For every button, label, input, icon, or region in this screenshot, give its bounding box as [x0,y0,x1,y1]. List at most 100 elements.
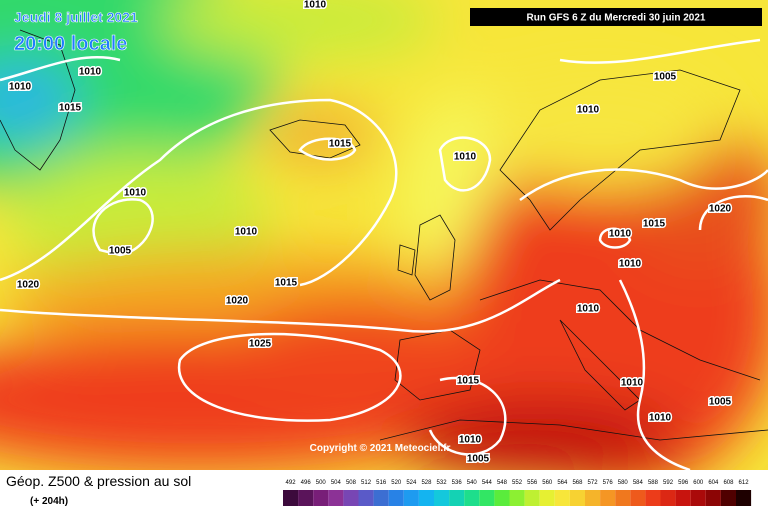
isobar-label: 1015 [457,376,480,387]
legend-swatch [736,490,752,506]
legend-swatch [434,490,450,506]
isobar-label: 1015 [329,139,352,150]
isobar-label: 1010 [235,227,258,238]
isobar-label: 1010 [9,82,32,93]
legend-label: 492 [286,480,297,486]
legend-swatch [509,490,525,506]
legend-label: 592 [663,480,674,486]
isobar-label: 1010 [621,378,644,389]
coastlines [0,29,768,441]
legend-label: 512 [361,480,372,486]
legend-label: 520 [391,480,402,486]
isobar-label: 1005 [709,397,732,408]
isobar-label: 1015 [275,278,298,289]
height-field [0,0,768,470]
legend-label: 568 [572,480,583,486]
legend-label: 556 [527,480,538,486]
isobars [0,38,768,470]
legend-swatch [705,490,721,506]
legend-label: 608 [723,480,734,486]
legend-swatch [690,490,706,506]
isobar-label: 1010 [304,0,327,11]
isobar-label: 1010 [577,105,600,116]
legend-swatch [283,490,299,506]
legend-swatch [585,490,601,506]
legend-label: 516 [376,480,387,486]
legend-label: 500 [316,480,327,486]
legend-swatch [615,490,631,506]
isobar-label: 1020 [226,296,249,307]
legend-swatch [524,490,540,506]
legend-label: 604 [708,480,719,486]
legend-label: 532 [437,480,448,486]
run-box [470,8,762,26]
isobar-labels: 1010 1010 1010 1015 1005 1010 1015 1010 … [7,0,733,466]
legend-swatch [403,490,419,506]
legend-swatch [494,490,510,506]
legend-swatch [449,490,465,506]
legend-label: 528 [421,480,432,486]
legend-swatch [630,490,646,506]
legend-label: 584 [633,480,644,486]
run-info: Run GFS 6 Z du Mercredi 30 juin 2021 [527,13,706,24]
legend-swatch [343,490,359,506]
isobar-label: 1015 [59,103,82,114]
isobar-label: 1010 [649,413,672,424]
legend-label: 540 [467,480,478,486]
isobar-label: 1020 [709,204,732,215]
isobar-label: 1005 [109,246,132,257]
legend-label: 496 [301,480,312,486]
isobar-label: 1010 [459,435,482,446]
isobar-label: 1015 [643,219,666,230]
legend-label: 596 [678,480,689,486]
legend-label: 504 [331,480,342,486]
legend-swatch [720,490,736,506]
legend-swatch [464,490,480,506]
isobar-label: 1010 [79,67,102,78]
legend-swatch [569,490,585,506]
legend-label: 576 [603,480,614,486]
legend-swatch [418,490,434,506]
legend-swatch [313,490,329,506]
isobar-label: 1020 [17,280,40,291]
legend-label: 572 [588,480,599,486]
legend-label: 524 [406,480,417,486]
isobar-label: 1010 [609,229,632,240]
legend-label: 612 [739,480,750,486]
isobar-label: 1010 [619,259,642,270]
valid-time: 20:00 locale [14,33,127,55]
footer: Géop. Z500 & pression au sol (+ 204h) 49… [6,473,752,507]
isobar-label: 1010 [577,304,600,315]
legend-label: 600 [693,480,704,486]
forecast-map: 1010 1010 1010 1015 1005 1010 1015 1010 … [0,0,768,470]
legend-label: 552 [512,480,523,486]
isobar-label: 1005 [654,72,677,83]
legend-swatch [388,490,404,506]
legend-swatch [645,490,661,506]
valid-date: Jeudi 8 juillet 2021 [14,9,138,25]
isobar-label: 1025 [249,339,272,350]
legend-swatch [539,490,555,506]
legend-label: 564 [557,480,568,486]
legend-swatch [554,490,570,506]
copyright: Copyright © 2021 Meteociel.fr [310,443,451,454]
legend-label: 548 [497,480,508,486]
legend-label: 560 [542,480,553,486]
isobar-label: 1005 [467,454,490,465]
color-legend: 492 496 500 504 508 512 516 520 524 528 532 536 540 5… [283,480,752,506]
legend-swatch [479,490,495,506]
legend-swatch [358,490,374,506]
legend-swatch [600,490,616,506]
legend-label: 580 [618,480,629,486]
legend-swatch [298,490,314,506]
legend-swatch [675,490,691,506]
legend-swatch [660,490,676,506]
legend-label: 508 [346,480,357,486]
isobar-label: 1010 [454,152,477,163]
isobar-label: 1010 [124,188,147,199]
legend-label: 536 [452,480,463,486]
legend-label: 588 [648,480,659,486]
lead-time: (+ 204h) [30,496,68,507]
product-title: Géop. Z500 & pression au sol [6,473,191,489]
legend-swatch [373,490,389,506]
